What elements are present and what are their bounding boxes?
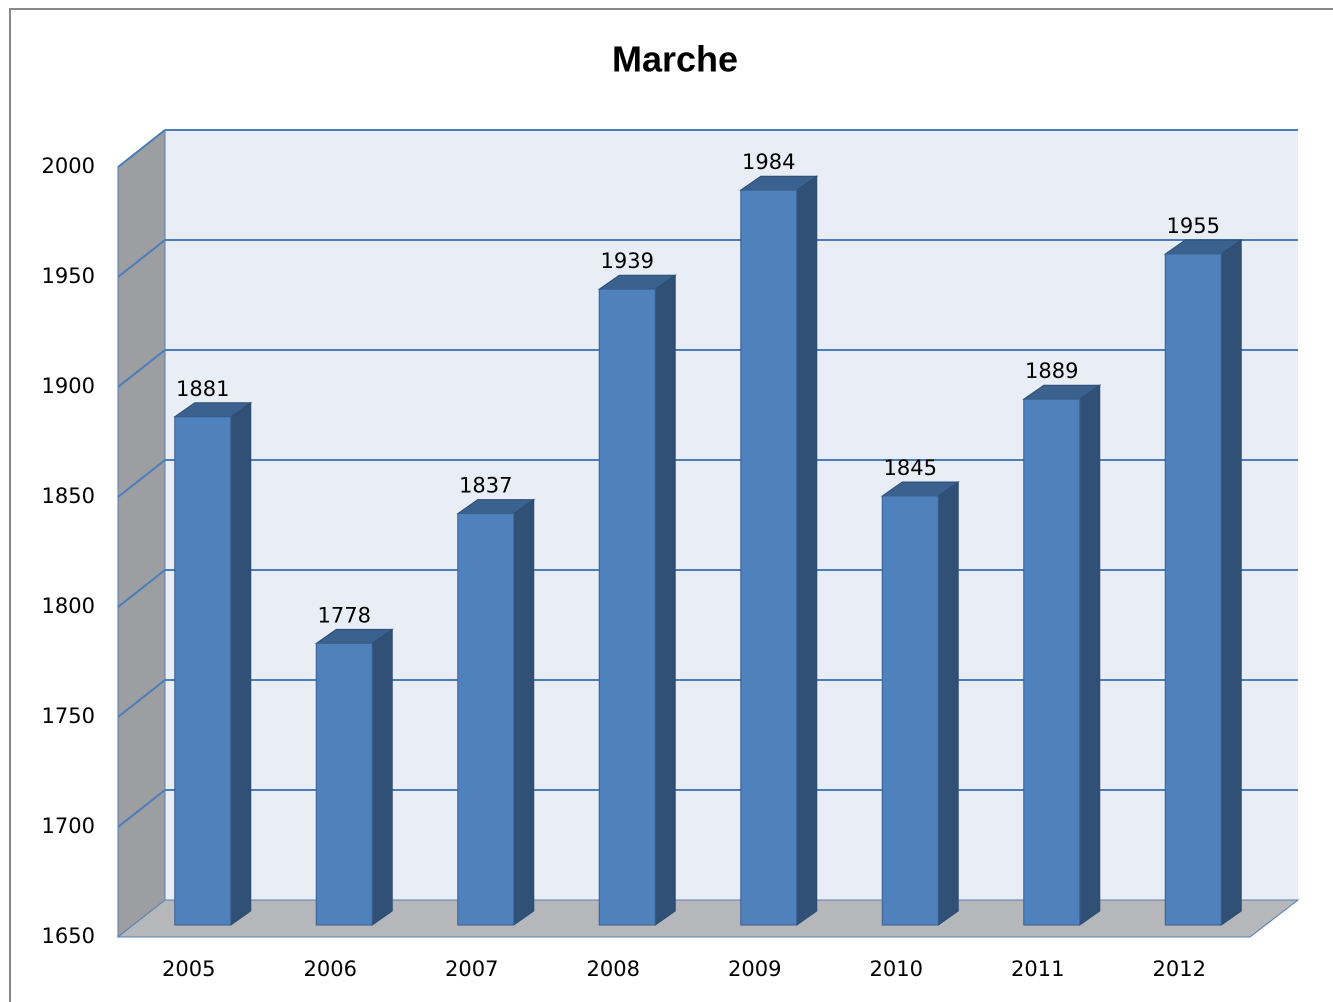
- bar-front: [881, 495, 939, 926]
- back-wall: [165, 130, 1298, 900]
- bar: 1939: [597, 249, 677, 926]
- bar-side: [513, 498, 535, 926]
- bar-front: [740, 189, 798, 926]
- bar: 1984: [739, 150, 819, 926]
- bar-side: [371, 628, 393, 926]
- data-label: 1881: [176, 377, 229, 401]
- bar-side: [796, 175, 818, 926]
- grid-line-side: [117, 239, 166, 278]
- x-tick-label: 2006: [304, 957, 357, 981]
- bars: 1881 1778 1837 1939 1984 1845 1889 1955: [173, 150, 1243, 926]
- data-label: 1984: [742, 150, 795, 174]
- y-tick-label: 1950: [42, 264, 95, 288]
- bar-front: [457, 513, 515, 926]
- bar: 1845: [880, 456, 960, 926]
- data-label: 1837: [459, 474, 512, 498]
- grid-line-side: [117, 569, 166, 608]
- grid-line-side: [117, 679, 166, 718]
- bar-side: [230, 401, 252, 926]
- bar-front: [1023, 398, 1081, 926]
- data-label: 1889: [1025, 359, 1078, 383]
- y-tick-label: 1700: [42, 814, 95, 838]
- side-wall: [117, 128, 166, 939]
- y-tick-label: 1800: [42, 594, 95, 618]
- grid-line-side: [117, 349, 166, 388]
- bar: 1837: [456, 474, 536, 926]
- floor: [116, 899, 1300, 938]
- bar-side: [937, 481, 959, 926]
- x-tick-label: 2007: [445, 957, 498, 981]
- bar-front: [315, 642, 373, 926]
- y-tick-label: 1750: [42, 704, 95, 728]
- x-tick-label: 2012: [1153, 957, 1206, 981]
- bar: 1955: [1163, 214, 1243, 926]
- bar-front: [598, 288, 656, 926]
- grid-line-side: [117, 789, 166, 828]
- bar-side: [1079, 384, 1101, 926]
- bar: 1889: [1022, 359, 1102, 926]
- bar: 1778: [314, 603, 394, 926]
- bar-side: [1220, 239, 1242, 926]
- data-label: 1778: [318, 603, 371, 627]
- bar-side: [654, 274, 676, 926]
- grid-line-side: [117, 129, 166, 168]
- y-tick-label: 2000: [42, 154, 95, 178]
- x-tick-label: 2010: [870, 957, 923, 981]
- data-label: 1845: [884, 456, 937, 480]
- y-tick-label: 1900: [42, 374, 95, 398]
- x-tick-label: 2008: [587, 957, 640, 981]
- bar-front: [174, 416, 232, 926]
- x-tick-label: 2011: [1011, 957, 1064, 981]
- grid-line-side: [117, 459, 166, 498]
- bar-front: [1164, 253, 1222, 926]
- y-tick-label: 1850: [42, 484, 95, 508]
- y-tick-label: 1650: [42, 924, 95, 948]
- chart-title: Marche: [612, 39, 738, 80]
- data-label: 1939: [601, 249, 654, 273]
- x-tick-label: 2005: [162, 957, 215, 981]
- x-tick-label: 2009: [728, 957, 781, 981]
- data-label: 1955: [1167, 214, 1220, 238]
- bar: 1881: [173, 377, 253, 926]
